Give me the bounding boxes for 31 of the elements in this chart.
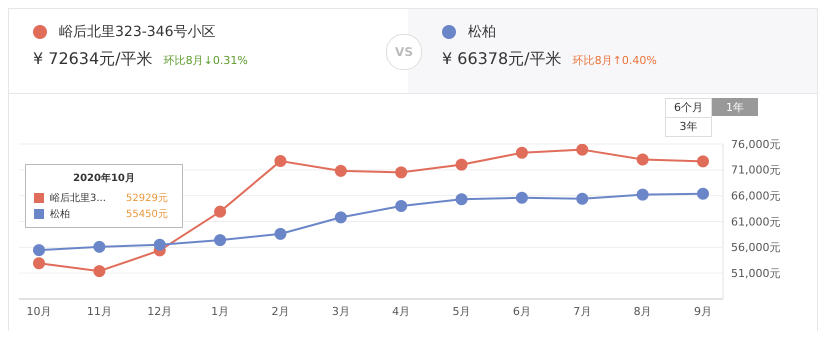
x-tick-label: 4月 [392,304,410,318]
x-tick-label: 11月 [86,304,112,318]
y-tick-label: 76,000元 [731,138,780,151]
y-tick-label: 51,000元 [731,267,780,280]
legend-label: 松柏 [50,208,71,221]
annotation: 2020年10月 [72,172,136,185]
y-tick-label: 61,000元 [731,215,780,228]
x-tick-label: 12月 [147,304,172,318]
text: 环比8月↓0.31% [164,54,248,67]
x-tick-label: 10月 [26,304,52,318]
x-tick-label: 6月 [512,304,531,318]
x-tick-label: 3月 [332,304,350,318]
text: ¥ 72634元/平米 [33,49,153,68]
time-range-toggle: 6个月 1年 3年 [665,98,758,137]
text: ¥ 66378元/平米 [442,49,562,68]
x-tick-label: 9月 [694,304,712,318]
x-tick-label: 2月 [271,304,290,318]
y-tick-label: 56,000元 [731,241,780,254]
legend-label: 峪后北里323-346号小区 [58,23,216,41]
x-tick-label: 7月 [573,304,592,318]
y-tick-label: 71,000元 [731,164,780,177]
annotation: 55450元 [126,208,168,221]
x-tick-label: 1月 [211,304,230,318]
text: 环比8月↑0.40% [572,54,657,67]
annotation: 峪后北里3... [50,192,107,205]
x-tick-label: 5月 [452,304,471,318]
text: 松柏 [468,24,496,40]
annotation: 52929元 [126,192,168,205]
x-tick-label: 8月 [634,304,652,318]
text: VS [386,34,422,70]
y-tick-label: 66,000元 [731,190,780,203]
